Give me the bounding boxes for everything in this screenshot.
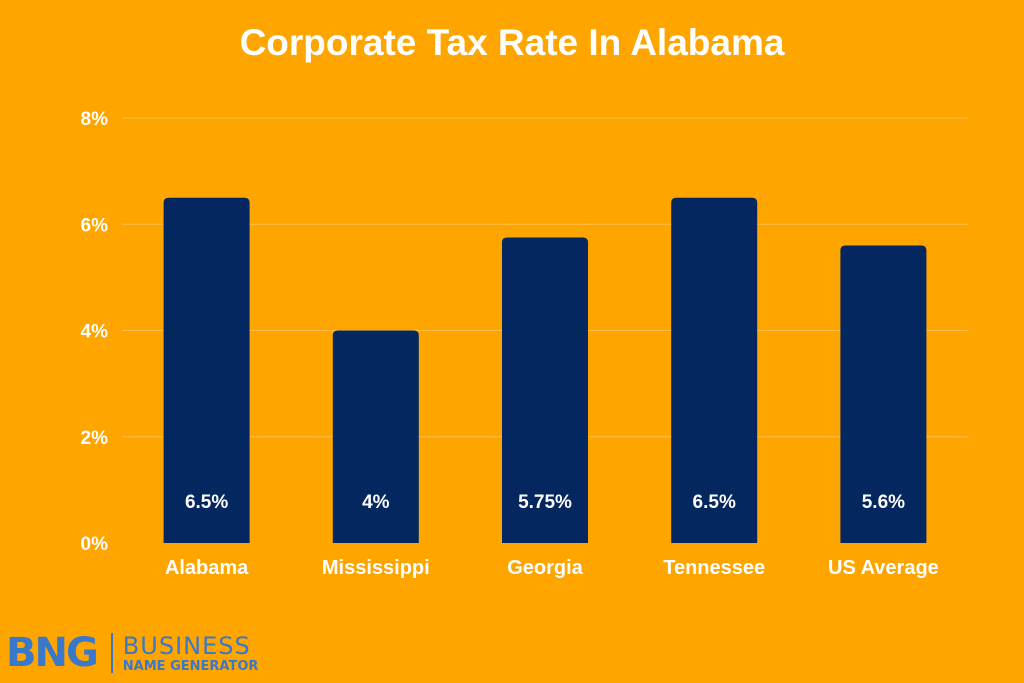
y-tick-label: 2%: [81, 428, 109, 449]
category-label: Mississippi: [322, 557, 430, 579]
logo-divider: [110, 633, 113, 673]
bar: [502, 237, 588, 543]
logo-line1: BUSINESS: [122, 631, 251, 660]
y-tick-label: 8%: [81, 109, 109, 130]
y-axis-tick-labels: 0% 2% 4% 6% 8%: [81, 109, 109, 555]
brand-logo: BNG BUSINESS NAME GENERATOR: [6, 630, 258, 676]
category-label: US Average: [828, 557, 939, 579]
y-tick-label: 0%: [81, 534, 109, 555]
logo-text: BUSINESS NAME GENERATOR: [123, 634, 259, 673]
category-label: Tennessee: [663, 557, 765, 579]
category-label: Georgia: [507, 557, 583, 579]
bars: [163, 197, 927, 543]
data-label: 4%: [362, 492, 390, 513]
bar: [840, 245, 927, 543]
data-label: 6.5%: [693, 492, 736, 513]
chart-title: Corporate Tax Rate In Alabama: [239, 22, 785, 63]
y-tick-label: 6%: [81, 215, 109, 236]
logo-mark: BNG: [6, 630, 99, 676]
y-tick-label: 4%: [81, 322, 109, 343]
data-labels: 6.5% 4% 5.75% 6.5% 5.6%: [185, 492, 905, 513]
bar: [671, 197, 758, 543]
data-label: 5.6%: [862, 492, 905, 513]
category-label: Alabama: [165, 557, 249, 579]
x-axis-category-labels: Alabama Mississippi Georgia Tennessee US Ave…: [165, 557, 939, 579]
logo-line2: NAME GENERATOR: [122, 658, 259, 674]
bar: [332, 330, 419, 543]
data-label: 5.75%: [518, 492, 572, 513]
bar: [163, 197, 250, 543]
data-label: 6.5%: [185, 492, 228, 513]
